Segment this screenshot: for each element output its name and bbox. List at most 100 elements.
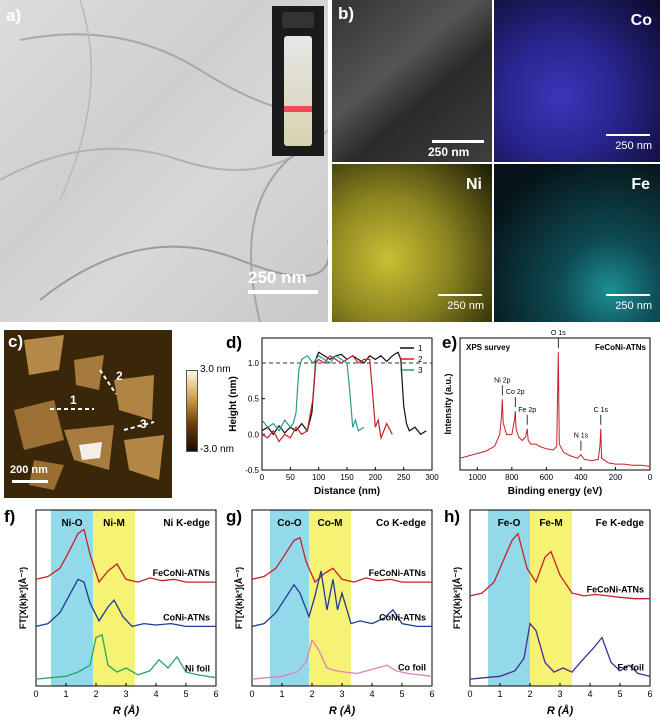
ylabel-g: FT[X(k)k³](Å⁻³)	[234, 567, 244, 629]
scale-bar-a	[248, 290, 318, 294]
xtick-label-e: 600	[540, 473, 554, 482]
series-label-f-FeCoNi-ATNs: FeCoNi-ATNs	[153, 568, 210, 578]
xtick-label-e: 800	[505, 473, 519, 482]
scale-text-b-main: 250 nm	[428, 145, 470, 159]
afm-line-label-1: 1	[70, 393, 77, 407]
panel-label-g: g)	[226, 507, 242, 526]
xtick-label-g: 1	[279, 689, 284, 699]
xtick-label-h: 6	[647, 689, 652, 699]
series-label-g-FeCoNi-ATNs: FeCoNi-ATNs	[369, 568, 426, 578]
scale-text-c: 200 nm	[10, 464, 48, 476]
afm-colorbar	[186, 370, 198, 452]
band-label-h-1: Fe-M	[539, 518, 562, 529]
scale-bar-c	[12, 480, 48, 483]
band-label-g-1: Co-M	[318, 518, 343, 529]
band-g-0	[270, 510, 309, 686]
edge-label-f: Ni K-edge	[163, 518, 210, 529]
xtick-label-g: 5	[399, 689, 404, 699]
edge-label-g: Co K-edge	[376, 518, 426, 529]
series-label-f-Ni-foil: Ni foil	[185, 664, 210, 674]
annotation-label-e: C 1s	[594, 407, 609, 414]
xtick-label-f: 4	[153, 689, 158, 699]
series-line-g-FeCoNi-ATNs	[251, 536, 432, 584]
edge-label-h: Fe K-edge	[596, 518, 645, 529]
scale-bar-b-co	[606, 134, 650, 136]
xtick-label-d: 150	[340, 473, 354, 482]
chart-f-ni-kedge: f) Ni K-edge Ni-O Ni-M 0 1 2 3 4 5 6 FeCoNi-ATNs CoN…	[4, 507, 219, 717]
series-line-e	[459, 352, 651, 467]
xtick-label-h: 3	[557, 689, 562, 699]
xtick-label-e: 200	[609, 473, 623, 482]
band-f-1	[93, 510, 135, 686]
series-line-h-FeCoNi-ATNs	[469, 532, 650, 600]
series-line-h-Fe-foil	[469, 622, 651, 680]
series-label-h-Fe-foil: Fe foil	[618, 662, 645, 672]
series-line-g-Co-foil	[251, 638, 433, 680]
ylabel-h: FT[X(k)k³](Å⁻³)	[452, 567, 462, 629]
scale-text-a: 250 nm	[248, 268, 307, 287]
annotation-label-e: Fe 2p	[518, 407, 536, 414]
series-label-f-CoNi-ATNs: CoNi-ATNs	[163, 612, 210, 622]
xtick-label-f: 1	[63, 689, 68, 699]
band-label-f-1: Ni-M	[103, 518, 125, 529]
panel-label-b: b)	[338, 4, 355, 23]
panel-b-haadf: 250 nm	[332, 0, 492, 162]
chart-e-xps-survey: e) XPS survey FeCoNi-ATNs 1000 800 600 400 200 0…	[442, 330, 653, 497]
legend-label-d-1: 1	[418, 344, 423, 353]
colorbar-max-label: 3.0 nm	[200, 364, 231, 375]
xtick-label-f: 6	[213, 689, 218, 699]
series-line-d-3	[261, 355, 365, 432]
xtick-label-d: 250	[397, 473, 411, 482]
ylabel-d: Height (nm)	[228, 376, 239, 432]
panel-b-ni-map: Ni 250 nm	[332, 164, 492, 322]
element-label-co: Co	[630, 12, 652, 29]
xtick-label-d: 300	[425, 473, 439, 482]
legend-label-d-3: 3	[418, 366, 423, 375]
xlabel-h: R (Å)	[547, 704, 574, 717]
scale-bar-b-fe	[606, 294, 650, 296]
ytick-label-d: 1.0	[248, 359, 260, 368]
band-label-g-0: Co-O	[277, 518, 302, 529]
series-line-f-FeCoNi-ATNs	[35, 528, 216, 584]
xtick-label-g: 6	[429, 689, 434, 699]
annotation-label-e: N 1s	[574, 433, 589, 440]
afm-flakes: 1 2 3	[14, 335, 164, 490]
band-label-h-0: Fe-O	[498, 518, 521, 529]
xtick-label-g: 3	[339, 689, 344, 699]
legend-label-d-2: 2	[418, 355, 423, 364]
xtick-label-e: 0	[648, 473, 653, 482]
panel-label-h: h)	[444, 507, 460, 526]
panel-label-d: d)	[226, 333, 242, 352]
xtick-label-d: 100	[312, 473, 326, 482]
sample-label-e: FeCoNi-ATNs	[595, 343, 647, 352]
chart-title-e: XPS survey	[466, 343, 511, 352]
scale-bar-b-main	[432, 140, 484, 143]
series-line-f-CoNi-ATNs	[35, 578, 216, 628]
band-label-f-0: Ni-O	[61, 518, 82, 529]
ylabel-e: Intensity (a.u.)	[443, 373, 453, 434]
xtick-label-d: 0	[260, 473, 265, 482]
band-h-0	[488, 510, 530, 686]
panel-a-tem-image: 250 nm	[0, 0, 328, 322]
scale-text-b-ni: 250 nm	[447, 300, 484, 312]
ytick-label-d: -0.5	[245, 466, 259, 475]
xtick-label-h: 5	[617, 689, 622, 699]
afm-line-label-2: 2	[116, 369, 123, 383]
panel-label-f: f)	[4, 507, 15, 526]
xtick-label-f: 2	[93, 689, 98, 699]
xlabel-f: R (Å)	[113, 704, 140, 717]
xtick-label-h: 2	[527, 689, 532, 699]
scale-text-b-co: 250 nm	[615, 140, 652, 152]
series-line-g-CoNi-ATNs	[251, 570, 432, 628]
xtick-label-h: 1	[497, 689, 502, 699]
chart-g-co-kedge: g) Co K-edge Co-O Co-M 0 1 2 3 4 5 6 FeCoNi-ATNs CoN…	[226, 507, 435, 717]
ytick-label-d: 0.0	[248, 430, 260, 439]
scale-text-b-fe: 250 nm	[615, 300, 652, 312]
xtick-label-f: 3	[123, 689, 128, 699]
annotation-label-e: O 1s	[551, 330, 566, 337]
panel-label-e: e)	[442, 333, 457, 352]
colorbar-min-label: -3.0 nm	[200, 444, 234, 455]
plot-frame-d	[261, 337, 433, 471]
vial-photo	[272, 6, 324, 156]
xtick-label-d: 200	[369, 473, 383, 482]
